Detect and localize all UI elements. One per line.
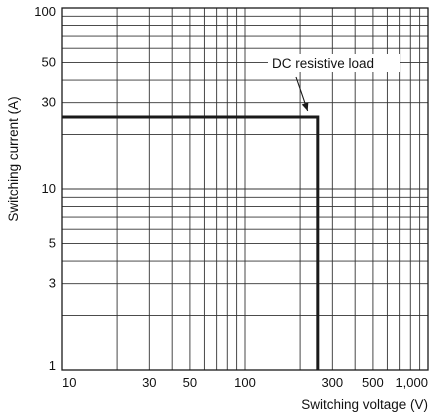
tick-labels: 10 30 50 100 300 500 1,000 1 3 5 10 30 50 100 (34, 4, 428, 390)
y-tick-label: 1 (49, 358, 56, 373)
x-tick-label: 300 (321, 375, 343, 390)
plot-frame (61, 7, 429, 371)
annotation-layer: DC resistive load (268, 54, 400, 112)
y-tick-label: 5 (49, 235, 56, 250)
series-line-dc-resistive-load (62, 115, 320, 370)
y-tick-label: 3 (49, 276, 56, 291)
x-tick-label: 100 (234, 375, 256, 390)
x-axis-label: Switching voltage (V) (301, 397, 428, 412)
y-tick-label: 100 (34, 4, 56, 19)
x-tick-label: 10 (62, 375, 76, 390)
x-tick-label: 50 (183, 375, 197, 390)
annotation-background (268, 54, 400, 72)
y-tick-label: 50 (42, 54, 56, 69)
series-layer (62, 115, 320, 370)
annotation-arrowhead (301, 102, 309, 111)
x-tick-label: 30 (142, 375, 156, 390)
y-tick-label: 30 (42, 95, 56, 110)
annotation-label: DC resistive load (272, 56, 374, 71)
y-tick-label: 10 (42, 181, 56, 196)
x-tick-label: 500 (362, 375, 384, 390)
x-tick-label: 1,000 (395, 375, 428, 390)
y-axis-label: Switching current (A) (6, 96, 21, 221)
